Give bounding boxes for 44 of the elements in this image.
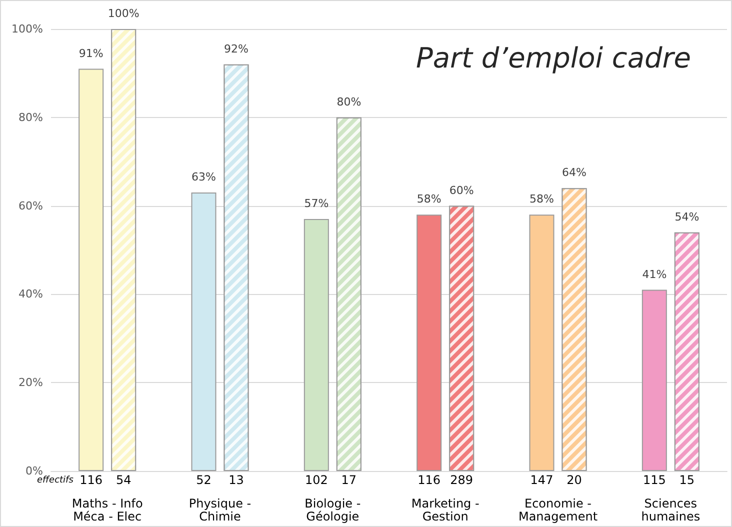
y-tick-label: 80% <box>18 110 43 124</box>
y-tick-label: 0% <box>26 464 43 478</box>
y-tick-label: 20% <box>18 376 43 390</box>
bar <box>416 214 442 471</box>
data-label: 54% <box>674 210 700 224</box>
bar <box>191 192 216 471</box>
text: 54 <box>116 473 132 487</box>
y-tick-label: 100% <box>12 22 43 36</box>
text: 289 <box>450 473 474 487</box>
text: effectifs <box>37 476 74 486</box>
text: 15 <box>679 473 695 487</box>
text: 13 <box>228 473 244 487</box>
text: 116 <box>418 473 441 487</box>
x-tick-label: Physique - Chimie <box>188 496 252 524</box>
text: 17 <box>341 473 357 487</box>
x-tick-label: Biologie - Géologie <box>304 496 361 524</box>
bar <box>642 290 667 471</box>
x-tick-label: Marketing - Gestion <box>411 496 480 524</box>
bar <box>304 219 329 471</box>
text: 147 <box>530 473 554 487</box>
x-tick-label: Maths - Info Méca - Elec <box>72 496 143 524</box>
bar <box>529 214 554 471</box>
y-tick-label: 40% <box>18 288 43 301</box>
text: Part d’emploi cadre <box>416 42 692 74</box>
data-label: 60% <box>449 184 474 197</box>
data-label: 57% <box>304 197 329 210</box>
data-label: 63% <box>192 170 216 184</box>
text: 116 <box>80 473 103 487</box>
data-label: 100% <box>108 7 140 20</box>
data-label: 41% <box>642 268 667 281</box>
text: 20 <box>566 473 582 487</box>
text: 52 <box>196 473 212 487</box>
data-label: 91% <box>78 46 104 60</box>
y-tick-label: 60% <box>18 199 43 212</box>
x-tick-label: Sciences humaines <box>641 496 700 524</box>
text: 115 <box>642 473 666 487</box>
data-label: 58% <box>530 192 554 206</box>
x-tick-label: Economie - Management <box>518 496 598 524</box>
data-label: 92% <box>224 42 248 56</box>
data-label: 64% <box>562 166 586 180</box>
data-label: 80% <box>336 95 362 108</box>
bar <box>78 68 104 471</box>
data-label: 58% <box>416 192 442 206</box>
text: 102 <box>304 473 328 487</box>
